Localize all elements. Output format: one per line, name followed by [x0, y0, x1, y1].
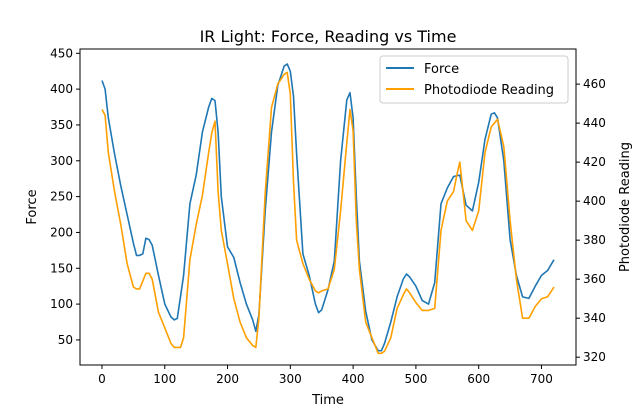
y-left-tick-label: 50	[58, 333, 73, 347]
x-tick-label: 600	[467, 372, 490, 386]
series-line-photodiode-reading	[101, 71, 555, 355]
x-axis-label: Time	[311, 393, 344, 408]
x-tick-label: 400	[342, 372, 365, 386]
x-tick-label: 100	[153, 372, 176, 386]
y-axis-left-label: Force	[25, 189, 40, 224]
x-axis: 0 100 200 300 400 500 600 700	[98, 365, 553, 386]
y-axis-right-label: Photodiode Reading	[618, 142, 633, 272]
y-right-tick-label: 400	[583, 194, 606, 208]
y-right-tick-label: 440	[583, 116, 606, 130]
y-left-tick-label: 400	[50, 82, 73, 96]
plot-area	[101, 63, 555, 355]
y-right-tick-label: 420	[583, 155, 606, 169]
y-left-tick-label: 100	[50, 297, 73, 311]
y-right-tick-label: 320	[583, 350, 606, 364]
y-left-tick-label: 200	[50, 225, 73, 239]
legend-label-force: Force	[424, 62, 459, 77]
y-right-tick-label: 460	[583, 77, 606, 91]
y-right-tick-label: 360	[583, 272, 606, 286]
y-left-tick-label: 150	[50, 261, 73, 275]
y-left-tick-label: 450	[50, 46, 73, 60]
y-right-tick-label: 340	[583, 311, 606, 325]
chart-title: IR Light: Force, Reading vs Time	[200, 27, 457, 46]
x-tick-label: 300	[279, 372, 302, 386]
legend: Force Photodiode Reading	[379, 55, 569, 104]
plot-frame	[79, 48, 577, 366]
x-tick-label: 500	[404, 372, 427, 386]
y-axis-left: 50 100 150 200 250 300 350 400 450	[50, 46, 80, 347]
x-tick-label: 700	[530, 372, 553, 386]
y-axis-right: 320 340 360 380 400 420 440 460	[576, 77, 606, 364]
x-tick-label: 200	[216, 372, 239, 386]
legend-box	[379, 55, 569, 104]
series-line-force	[101, 63, 555, 352]
legend-label-photodiode-reading: Photodiode Reading	[424, 83, 554, 98]
y-left-tick-label: 250	[50, 190, 73, 204]
x-tick-label: 0	[98, 372, 106, 386]
y-right-tick-label: 380	[583, 233, 606, 247]
y-left-tick-label: 300	[50, 154, 73, 168]
y-left-tick-label: 350	[50, 118, 73, 132]
